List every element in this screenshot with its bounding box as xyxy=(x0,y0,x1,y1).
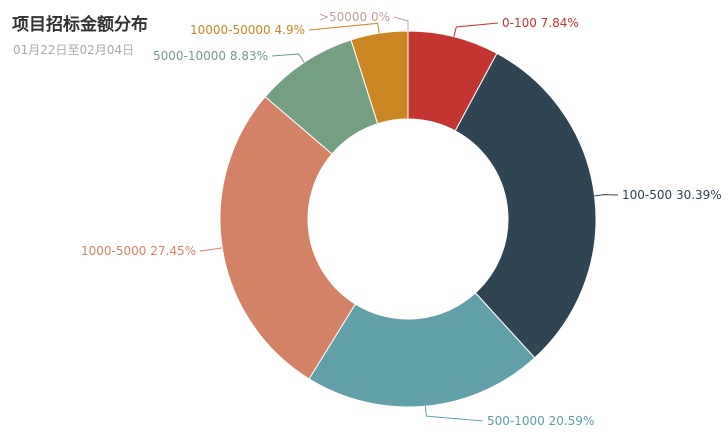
slice-100-500[interactable] xyxy=(454,52,597,359)
slice-500-1000[interactable] xyxy=(308,292,536,408)
label-10000-50000: 10000-50000 4.9% xyxy=(190,23,305,37)
label-0-100: 0-100 7.84% xyxy=(502,16,579,30)
label-500-1000: 500-1000 20.59% xyxy=(487,414,594,428)
leader-line-100-500 xyxy=(594,194,619,197)
label-50000: >50000 0% xyxy=(319,10,390,24)
leader-line-5000-10000 xyxy=(271,53,305,63)
leader-line-500-1000 xyxy=(424,406,484,422)
leader-line-10000-50000 xyxy=(308,22,380,34)
label-100-500: 100-500 30.39% xyxy=(622,188,722,202)
label-5000-10000: 5000-10000 8.83% xyxy=(153,49,268,63)
slice-1000-5000[interactable] xyxy=(219,96,357,380)
leader-line-0-100 xyxy=(453,22,499,37)
chart-title: 项目招标金额分布 xyxy=(12,15,148,35)
chart-subtitle: 01月22日至02月04日 xyxy=(13,43,135,57)
leader-line-1000-5000 xyxy=(199,247,223,252)
leader-line-50000 xyxy=(393,16,409,31)
label-1000-5000: 1000-5000 27.45% xyxy=(81,244,196,258)
